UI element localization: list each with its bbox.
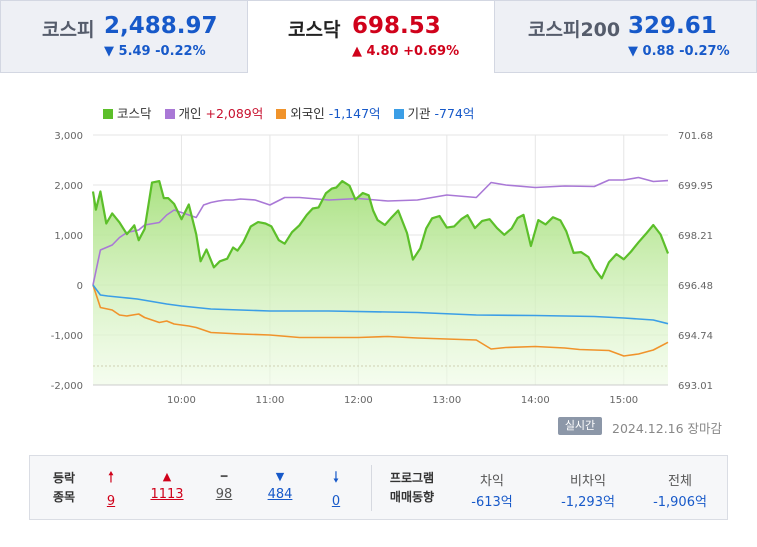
y-left-tick-label: -1,000: [51, 331, 83, 342]
y-right-tick-label: 699.95: [678, 181, 713, 192]
legend-swatch-institution: [393, 109, 404, 119]
legend-swatch-kosdaq: [103, 109, 113, 119]
breadth-lower-limit[interactable]: 🠗 0: [321, 467, 351, 509]
kospi-tab-name: 코스피: [42, 19, 95, 41]
y-right-tick-label: 698.21: [678, 231, 713, 242]
legend-label: 개인: [178, 106, 202, 121]
y-left-tick-label: 2,000: [54, 181, 83, 192]
breadth-fall-count[interactable]: 484: [267, 487, 293, 502]
arrow-down-bold-icon: 🠗: [332, 468, 340, 486]
program-non-arbitrage-value: -1,293억: [561, 495, 615, 510]
y-left-tick-label: 1,000: [54, 231, 83, 242]
program-total: 전체 -1,906억: [640, 470, 720, 510]
triangle-up-icon: ▲: [162, 470, 172, 483]
y-left-tick-label: 0: [77, 281, 83, 292]
x-tick-label: 15:00: [609, 395, 638, 406]
legend-value: -1,147억: [328, 106, 381, 121]
y-right-tick-label: 693.01: [678, 381, 713, 392]
breadth-label-line1: 등락: [52, 471, 76, 485]
chart-axes: 3,000 2,000 1,000 0 -1,000 -2,000 701.68 699.95…: [51, 131, 713, 406]
breadth-lower-limit-count[interactable]: 0: [331, 494, 341, 509]
panel-divider: [371, 465, 372, 511]
program-non-arbitrage: 비차익 -1,293억: [543, 470, 633, 510]
series-lines: [91, 176, 670, 357]
x-tick-label: 14:00: [521, 395, 550, 406]
dash-icon: ━: [220, 470, 228, 483]
program-label-line2: 매매동향: [389, 490, 435, 504]
chart-legend: 코스닥 개인 +2,089억 외국인 -1,147억 기관 -774억: [103, 103, 483, 122]
program-label-line1: 프로그램: [389, 471, 435, 485]
series-line-외국인: [92, 284, 669, 357]
series-line-기관: [92, 284, 669, 325]
y-left-tick-label: -2,000: [51, 381, 83, 392]
legend-item-institution[interactable]: 기관 -774억: [393, 103, 475, 122]
program-arbitrage-value: -613억: [471, 495, 513, 510]
legend-label: 코스닥: [117, 106, 152, 121]
program-arbitrage-label: 차익: [480, 474, 504, 489]
legend-swatch-individual: [164, 109, 175, 119]
series-line-kosdaq: [91, 179, 670, 280]
x-tick-label: 11:00: [256, 395, 285, 406]
intraday-chart[interactable]: 3,000 2,000 1,000 0 -1,000 -2,000 701.68 699.95…: [0, 125, 757, 425]
legend-label: 기관: [407, 106, 431, 121]
tab-kospi200[interactable]: 코스피200 329.61 ▼ 0.88 -0.27%: [494, 0, 757, 73]
y-right-tick-label: 696.48: [678, 281, 713, 292]
legend-item-individual[interactable]: 개인 +2,089억: [164, 103, 264, 122]
kosdaq-tab-name: 코스닥: [288, 19, 341, 41]
market-close-date: 2024.12.16 장마감: [612, 421, 723, 436]
program-total-value: -1,906억: [653, 495, 707, 510]
tab-kosdaq[interactable]: 코스닥 698.53 ▲ 4.80 +0.69%: [248, 0, 494, 73]
kosdaq-index-value: 698.53: [352, 13, 441, 39]
breadth-rise[interactable]: ▲ 1113: [144, 467, 190, 502]
tab-kospi[interactable]: 코스피 2,488.97 ▼ 5.49 -0.22%: [0, 0, 248, 73]
program-non-arbitrage-label: 비차익: [570, 474, 606, 489]
y-left-tick-label: 3,000: [54, 131, 83, 142]
kospi-index-value: 2,488.97: [104, 13, 218, 39]
program-trading-label: 프로그램 매매동향: [382, 469, 442, 507]
breadth-fall[interactable]: ▼ 484: [260, 467, 300, 502]
program-total-label: 전체: [668, 474, 692, 489]
triangle-down-icon: ▼: [275, 470, 285, 483]
breadth-flat[interactable]: ━ 98: [207, 467, 241, 502]
kosdaq-index-change: ▲ 4.80 +0.69%: [352, 44, 460, 59]
x-tick-label: 10:00: [167, 395, 196, 406]
legend-item-foreign[interactable]: 외국인 -1,147억: [276, 103, 381, 122]
legend-item-kosdaq[interactable]: 코스닥: [103, 103, 152, 122]
breadth-label-line2: 종목: [52, 490, 76, 504]
breadth-rise-count[interactable]: 1113: [150, 487, 184, 502]
realtime-badge[interactable]: 실시간: [558, 417, 602, 435]
y-right-tick-label: 694.74: [678, 331, 713, 342]
legend-value: -774억: [434, 106, 475, 121]
y-right-tick-label: 701.68: [678, 131, 713, 142]
legend-label: 외국인: [290, 106, 325, 121]
program-arbitrage: 차익 -613억: [457, 470, 527, 510]
x-tick-label: 12:00: [344, 395, 373, 406]
kospi200-tab-name: 코스피200: [528, 19, 621, 41]
market-summary-panel: 등락 종목 🠕 9 ▲ 1113 ━ 98 ▼ 484 🠗 0 프로그램 매매동…: [29, 455, 728, 520]
legend-value: +2,089억: [205, 106, 264, 121]
breadth-upper-limit-count[interactable]: 9: [106, 494, 116, 509]
kospi200-index-value: 329.61: [628, 13, 717, 39]
arrow-up-bold-icon: 🠕: [107, 468, 115, 486]
x-tick-label: 13:00: [432, 395, 461, 406]
breadth-label: 등락 종목: [44, 469, 84, 507]
breadth-upper-limit[interactable]: 🠕 9: [96, 467, 126, 509]
breadth-flat-count[interactable]: 98: [215, 487, 233, 502]
legend-swatch-foreign: [276, 109, 287, 119]
market-index-tabs: 코스피 2,488.97 ▼ 5.49 -0.22% 코스닥 698.53 ▲ …: [0, 0, 757, 74]
kospi200-index-change: ▼ 0.88 -0.27%: [628, 44, 730, 59]
kospi-index-change: ▼ 5.49 -0.22%: [104, 44, 206, 59]
